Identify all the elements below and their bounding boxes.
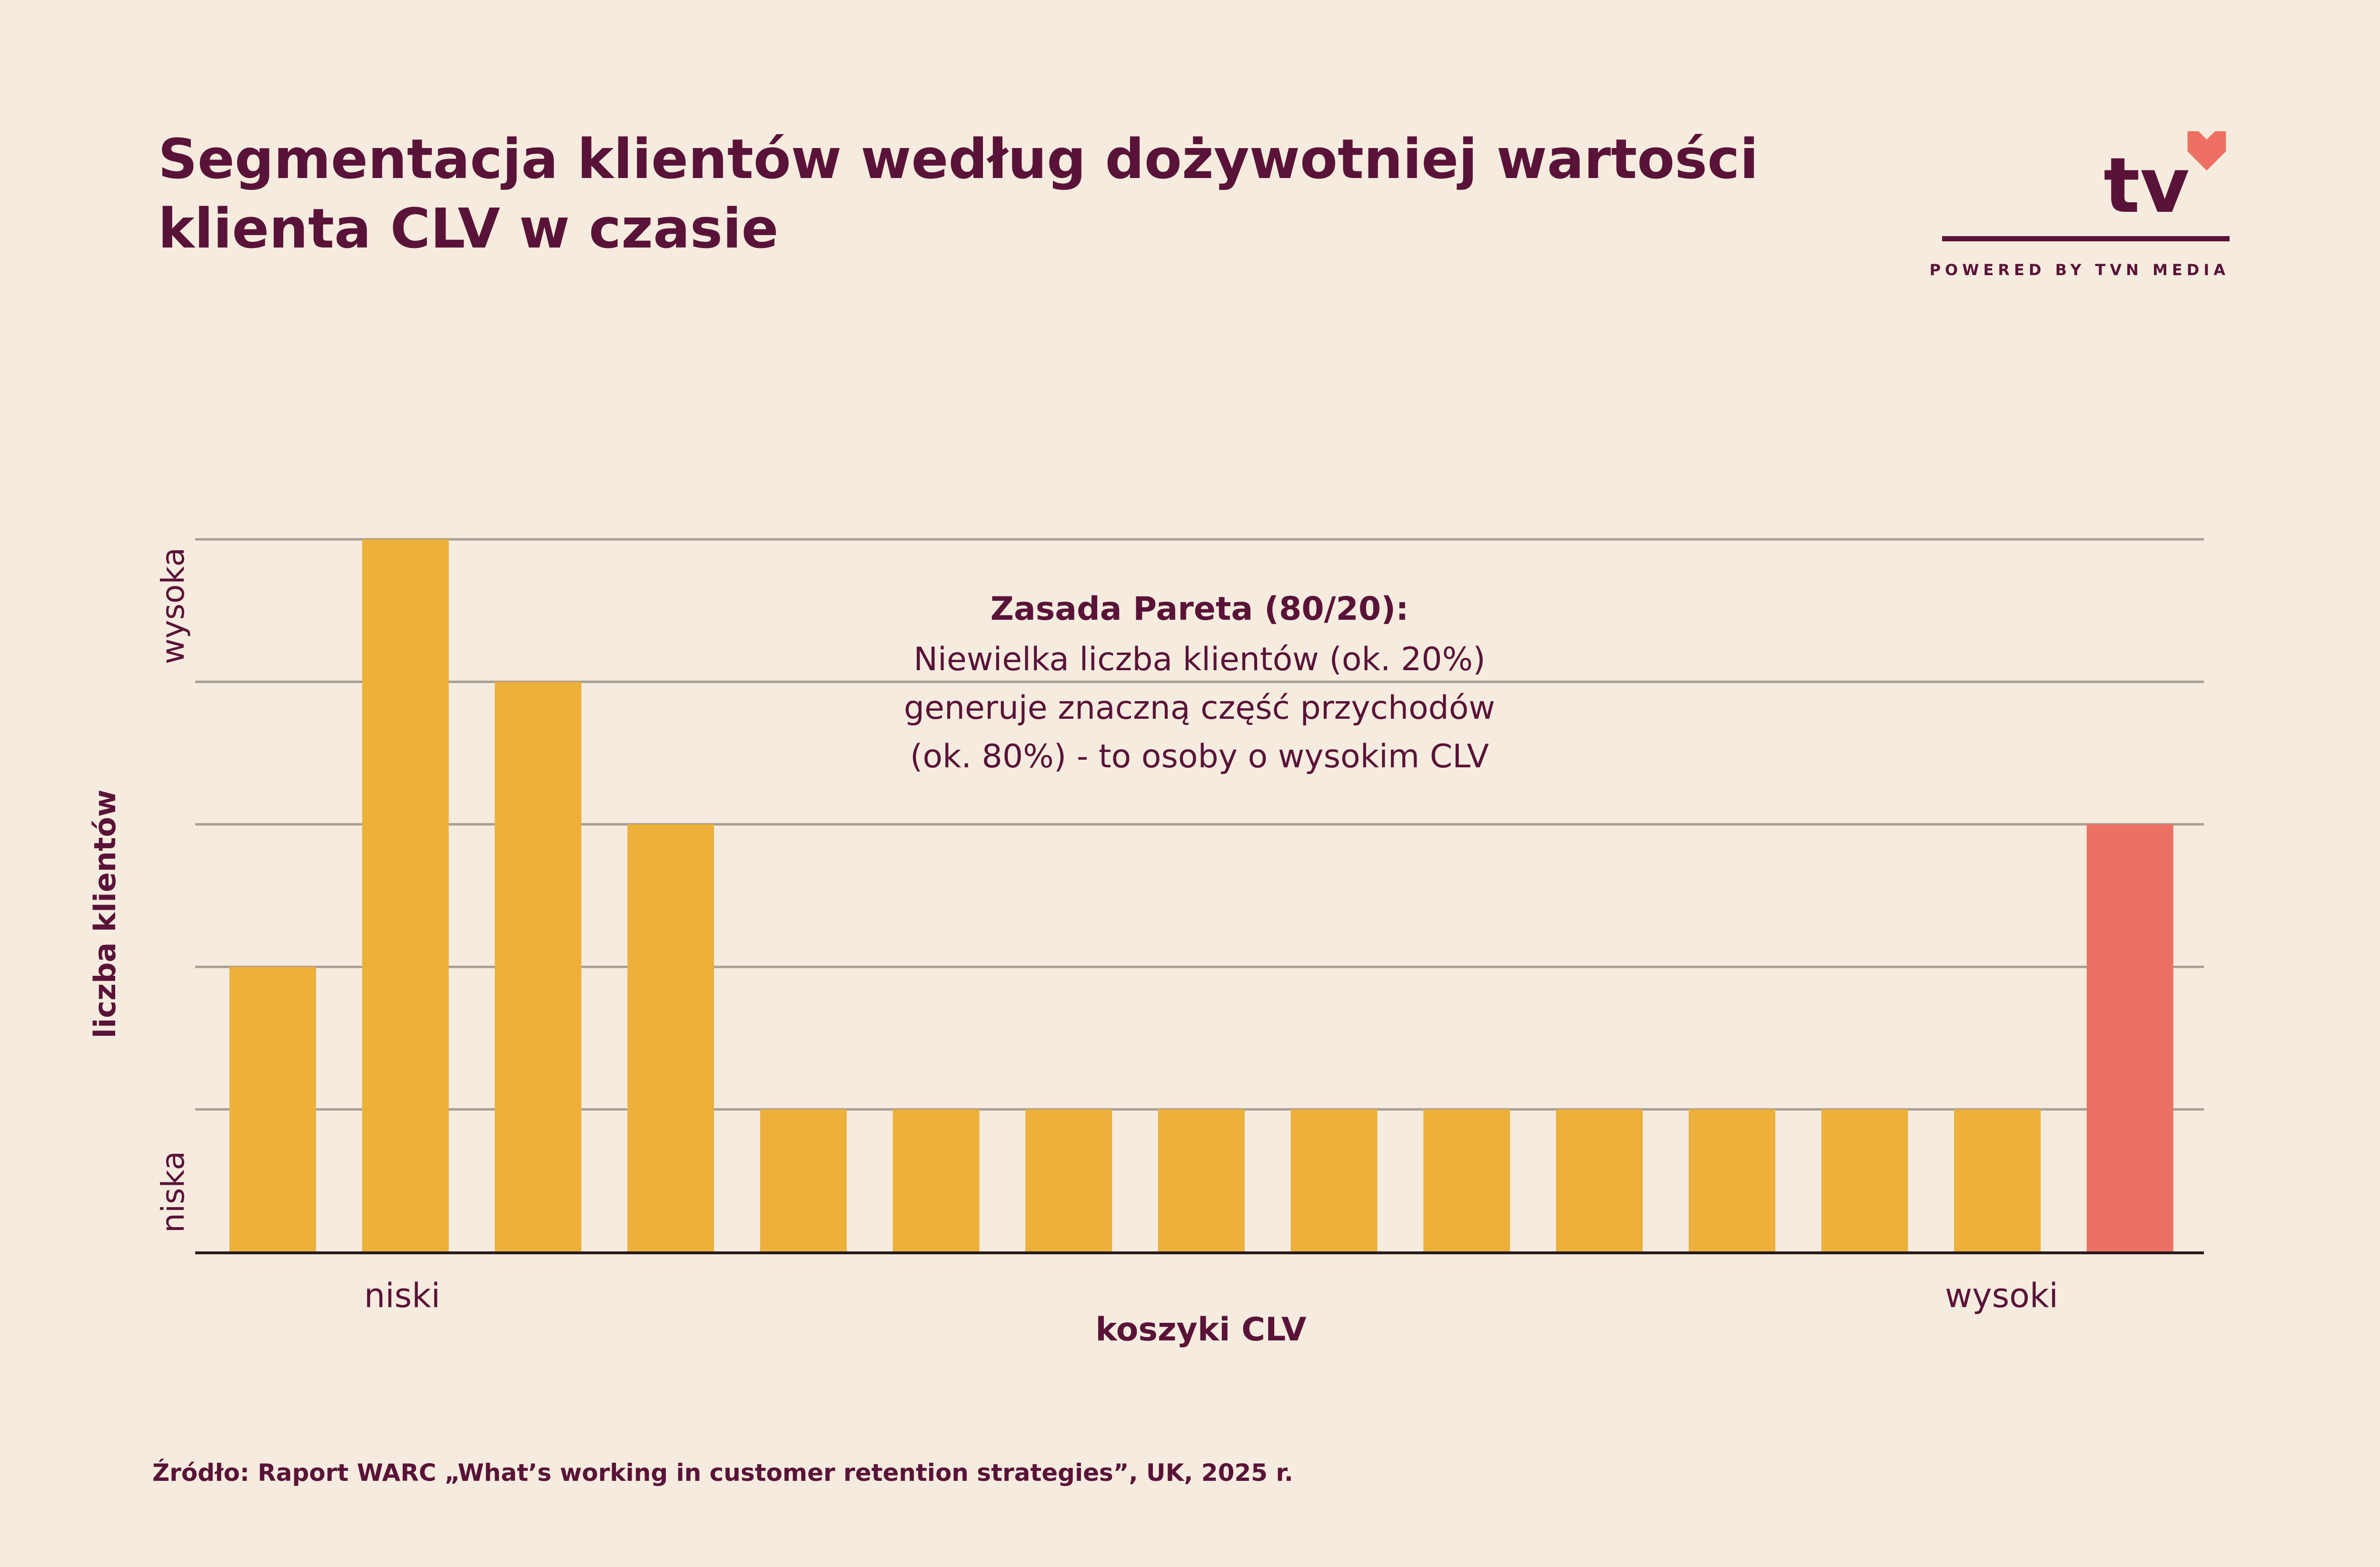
x-high-label: wysoki <box>1945 1276 2058 1315</box>
annotation-line: (ok. 80%) - to osoby o wysokim CLV <box>910 738 1489 775</box>
bar <box>229 967 316 1252</box>
annotation-line: Niewielka liczba klientów (ok. 20%) <box>913 641 1486 678</box>
pareto-annotation: Zasada Pareta (80/20): Niewielka liczba … <box>904 590 1495 775</box>
bar <box>362 539 449 1252</box>
bars <box>229 539 2173 1252</box>
bar-highlight <box>2086 824 2173 1252</box>
bar <box>760 1109 847 1252</box>
title-line-1: Segmentacja klientów według dożywotniej … <box>158 128 1759 191</box>
x-axis-label: koszyki CLV <box>1095 1311 1307 1349</box>
heart-icon <box>2187 131 2226 171</box>
annotation-title: Zasada Pareta (80/20): <box>991 590 1409 628</box>
y-high-label: wysoka <box>155 547 191 664</box>
brand-logo: tv POWERED BY TVN MEDIA <box>1930 129 2230 290</box>
y-low-label: niska <box>155 1151 191 1233</box>
brand-divider <box>1942 236 2230 241</box>
bar <box>1556 1109 1643 1252</box>
bar <box>1025 1109 1112 1252</box>
bar <box>627 824 714 1252</box>
annotation-line: generuje znaczną część przychodów <box>904 689 1495 727</box>
source-note: Źródło: Raport WARC „What’s working in c… <box>152 1459 1293 1487</box>
bar <box>495 682 582 1252</box>
brand-tagline: POWERED BY TVN MEDIA <box>1929 261 2230 279</box>
y-axis-label: liczba klientów <box>88 790 122 1039</box>
bar <box>1688 1109 1775 1252</box>
bar <box>1954 1109 2041 1252</box>
title-line-2: klienta CLV w czasie <box>158 197 779 261</box>
brand-logo-text: tv <box>2103 141 2190 230</box>
bar <box>892 1109 980 1252</box>
bar <box>1158 1109 1245 1252</box>
bar <box>1290 1109 1378 1252</box>
bar <box>1423 1109 1510 1252</box>
bar <box>1821 1109 1908 1252</box>
chart-title: Segmentacja klientów według dożywotniej … <box>158 125 1824 264</box>
x-low-label: niski <box>364 1276 440 1315</box>
